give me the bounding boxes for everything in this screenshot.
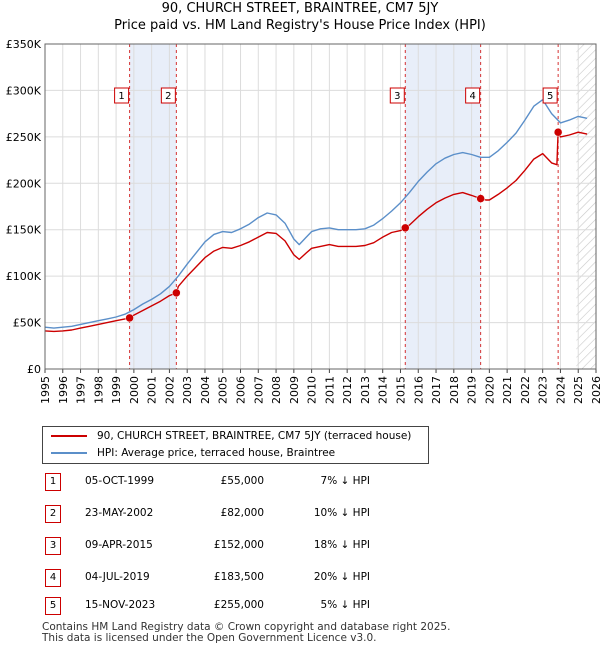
x-tick-label: 2000: [128, 376, 141, 404]
sale-badge: 4: [45, 569, 61, 587]
x-tick-label: 2001: [146, 376, 159, 404]
price-chart: £0 £50K £100K £150K £200K £250K £300K £350K 1995…: [6, 38, 600, 404]
plot-frame: [44, 43, 597, 370]
footer: Contains HM Land Registry data © Crown c…: [42, 622, 450, 644]
legend-item-hpi: HPI: Average price, terraced house, Brai…: [51, 445, 335, 461]
sale-hpi-diff: 20% ↓ HPI: [313, 571, 370, 583]
sale-point: [401, 223, 410, 233]
x-tick-label: 2024: [554, 376, 567, 404]
hpi-series-line: [44, 98, 588, 329]
sale-date: 15-NOV-2023: [85, 599, 156, 611]
x-tick-label: 2015: [394, 376, 407, 404]
sale-price: £183,500: [213, 571, 264, 583]
y-tick-label: £250K: [6, 131, 42, 144]
sale-badge: 3: [45, 537, 61, 555]
sale-date: 04-JUL-2019: [85, 571, 150, 583]
x-tick-label: 2006: [235, 376, 248, 404]
y-tick-label: £100K: [6, 270, 42, 283]
sale-hpi-diff: 10% ↓ HPI: [313, 507, 370, 519]
chart-title-block: 90, CHURCH STREET, BRAINTREE, CM7 5JY Pr…: [0, 0, 600, 34]
sale-price: £255,000: [213, 599, 264, 611]
x-tick-label: 2016: [412, 376, 425, 404]
chart-subtitle: Price paid vs. HM Land Registry's House …: [114, 18, 486, 33]
sale-price: £55,000: [220, 475, 264, 487]
sale-point: [125, 313, 134, 323]
sale-hpi-diff: 5% ↓ HPI: [320, 599, 370, 611]
x-tick-label: 2004: [199, 376, 212, 404]
sale-label-number: 3: [394, 91, 400, 102]
y-tick-label: £200K: [6, 177, 42, 190]
x-tick-label: 2013: [359, 376, 372, 404]
x-tick-label: 2017: [430, 376, 443, 404]
x-tick-label: 2010: [306, 376, 319, 404]
forecast-region: [576, 44, 596, 369]
x-tick-label: 1995: [39, 376, 52, 404]
legend-item-property: 90, CHURCH STREET, BRAINTREE, CM7 5JY (t…: [51, 428, 411, 444]
x-tick-label: 2005: [217, 376, 230, 404]
sale-badge: 5: [45, 597, 61, 615]
sale-date: 09-APR-2015: [85, 539, 153, 551]
x-tick-label: 2021: [501, 376, 514, 404]
x-tick-label: 2014: [377, 376, 390, 404]
sale-hpi-diff: 7% ↓ HPI: [320, 475, 370, 487]
y-tick-label: £0: [27, 363, 41, 376]
y-tick-label: £350K: [6, 38, 42, 51]
y-tick-label: £50K: [13, 317, 42, 330]
sale-label-box: [465, 87, 481, 104]
footer-copyright: Contains HM Land Registry data © Crown c…: [42, 621, 451, 633]
legend-label-property: 90, CHURCH STREET, BRAINTREE, CM7 5JY (t…: [97, 430, 412, 442]
sale-label-box: [542, 87, 558, 104]
x-tick-label: 2009: [288, 376, 301, 404]
property-series-line: [44, 131, 588, 333]
sale-label-box: [160, 87, 176, 104]
sale-price: £82,000: [220, 507, 264, 519]
sale-price: £152,000: [213, 539, 264, 551]
x-tick-label: 2012: [341, 376, 354, 404]
x-tick-label: 2002: [163, 376, 176, 404]
x-tick-label: 2026: [590, 376, 600, 404]
x-tick-label: 2007: [252, 376, 265, 404]
sale-date: 05-OCT-1999: [85, 475, 154, 487]
sale-date: 23-MAY-2002: [85, 507, 154, 519]
x-tick-label: 2025: [572, 376, 585, 404]
x-tick-label: 2008: [270, 376, 283, 404]
chart-legend: 90, CHURCH STREET, BRAINTREE, CM7 5JY (t…: [42, 426, 429, 464]
sale-hpi-diff: 18% ↓ HPI: [313, 539, 370, 551]
sale-point: [172, 288, 181, 298]
x-tick-label: 2018: [448, 376, 461, 404]
x-tick-label: 2020: [483, 376, 496, 404]
sale-label-box: [389, 87, 405, 104]
x-tick-label: 2011: [323, 376, 336, 404]
sale-label-box: [114, 87, 130, 104]
legend-label-hpi: HPI: Average price, terraced house, Brai…: [97, 447, 336, 459]
footer-licence: This data is licensed under the Open Gov…: [42, 632, 377, 644]
y-tick-label: £150K: [6, 224, 42, 237]
chart-title: 90, CHURCH STREET, BRAINTREE, CM7 5JY: [161, 1, 439, 16]
legend-swatch-property: [51, 435, 87, 437]
x-tick-label: 2023: [537, 376, 550, 404]
x-tick-label: 2003: [181, 376, 194, 404]
sale-label-number: 1: [118, 91, 124, 102]
sale-badge: 2: [45, 505, 61, 523]
sale-label-number: 4: [469, 91, 475, 102]
sale-point: [476, 194, 485, 203]
x-tick-label: 2022: [519, 376, 532, 404]
sale-label-number: 5: [547, 91, 553, 102]
sale-badge: 1: [45, 473, 61, 491]
x-tick-label: 1997: [75, 376, 88, 404]
x-tick-label: 1998: [92, 376, 105, 404]
sale-label-number: 2: [165, 91, 171, 102]
y-tick-label: £300K: [6, 84, 42, 97]
x-tick-label: 1999: [110, 376, 123, 404]
x-tick-label: 2019: [466, 376, 479, 404]
x-tick-label: 1996: [57, 376, 70, 404]
legend-swatch-hpi: [51, 452, 87, 454]
sale-point: [553, 127, 563, 137]
